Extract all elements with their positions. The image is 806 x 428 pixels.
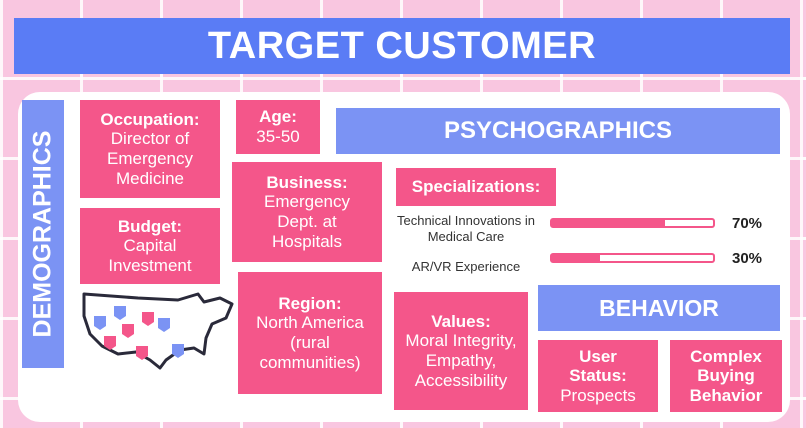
map-marker-7 — [136, 346, 148, 360]
user-status-value: Prospects — [560, 385, 636, 405]
age-card: Age: 35-50 — [236, 100, 320, 154]
values-value: Moral Integrity, Empathy, Accessibility — [405, 331, 517, 390]
age-value: 35-50 — [256, 127, 300, 146]
map-marker-1 — [94, 316, 106, 330]
map-marker-4 — [122, 324, 134, 338]
budget-title: Budget: — [117, 216, 183, 236]
specialization-bar-2 — [550, 253, 715, 263]
complex-behavior-card: Complex Buying Behavior — [670, 340, 782, 412]
specializations-title: Specializations: — [396, 168, 556, 206]
complex-behavior-title: Complex Buying Behavior — [689, 346, 763, 405]
business-value: Emergency Dept. at Hospitals — [264, 192, 350, 251]
region-value: North America (rural communities) — [256, 313, 364, 372]
budget-card: Budget: Capital Investment — [80, 208, 220, 284]
user-status-card: User Status: Prospects — [538, 340, 658, 412]
map-marker-5 — [104, 336, 116, 350]
business-title: Business: — [266, 172, 348, 192]
occupation-title: Occupation: — [100, 109, 200, 129]
specialization-label-1: Technical Innovations in Medical Care — [396, 213, 536, 245]
map-marker-3 — [142, 312, 154, 326]
specialization-percent-2: 30% — [732, 250, 763, 267]
map-marker-8 — [172, 344, 184, 358]
psychographics-label: PSYCHOGRAPHICS — [336, 108, 780, 154]
usa-map-icon — [82, 292, 234, 370]
age-title: Age: — [259, 107, 297, 127]
page-title: TARGET CUSTOMER — [14, 18, 790, 74]
user-status-title: User Status: — [569, 346, 627, 386]
behavior-label: BEHAVIOR — [538, 285, 780, 331]
demographics-label-text: DEMOGRAPHICS — [28, 130, 57, 338]
map-markers — [94, 306, 184, 360]
budget-value: Capital Investment — [108, 236, 192, 275]
map-marker-6 — [158, 318, 170, 332]
occupation-card: Occupation: Director of Emergency Medici… — [80, 100, 220, 198]
values-card: Values: Moral Integrity, Empathy, Access… — [394, 292, 528, 410]
demographics-label: DEMOGRAPHICS — [22, 100, 64, 368]
region-card: Region: North America (rural communities… — [238, 272, 382, 394]
business-card: Business: Emergency Dept. at Hospitals — [232, 162, 382, 262]
occupation-value: Director of Emergency Medicine — [107, 129, 193, 188]
specializations-title-text: Specializations: — [411, 177, 541, 197]
values-title: Values: — [431, 311, 491, 331]
specialization-percent-1: 70% — [732, 215, 763, 232]
map-marker-2 — [114, 306, 126, 320]
region-title: Region: — [278, 293, 342, 313]
specialization-label-2: AR/VR Experience — [411, 259, 521, 274]
specialization-bar-1 — [550, 218, 715, 228]
